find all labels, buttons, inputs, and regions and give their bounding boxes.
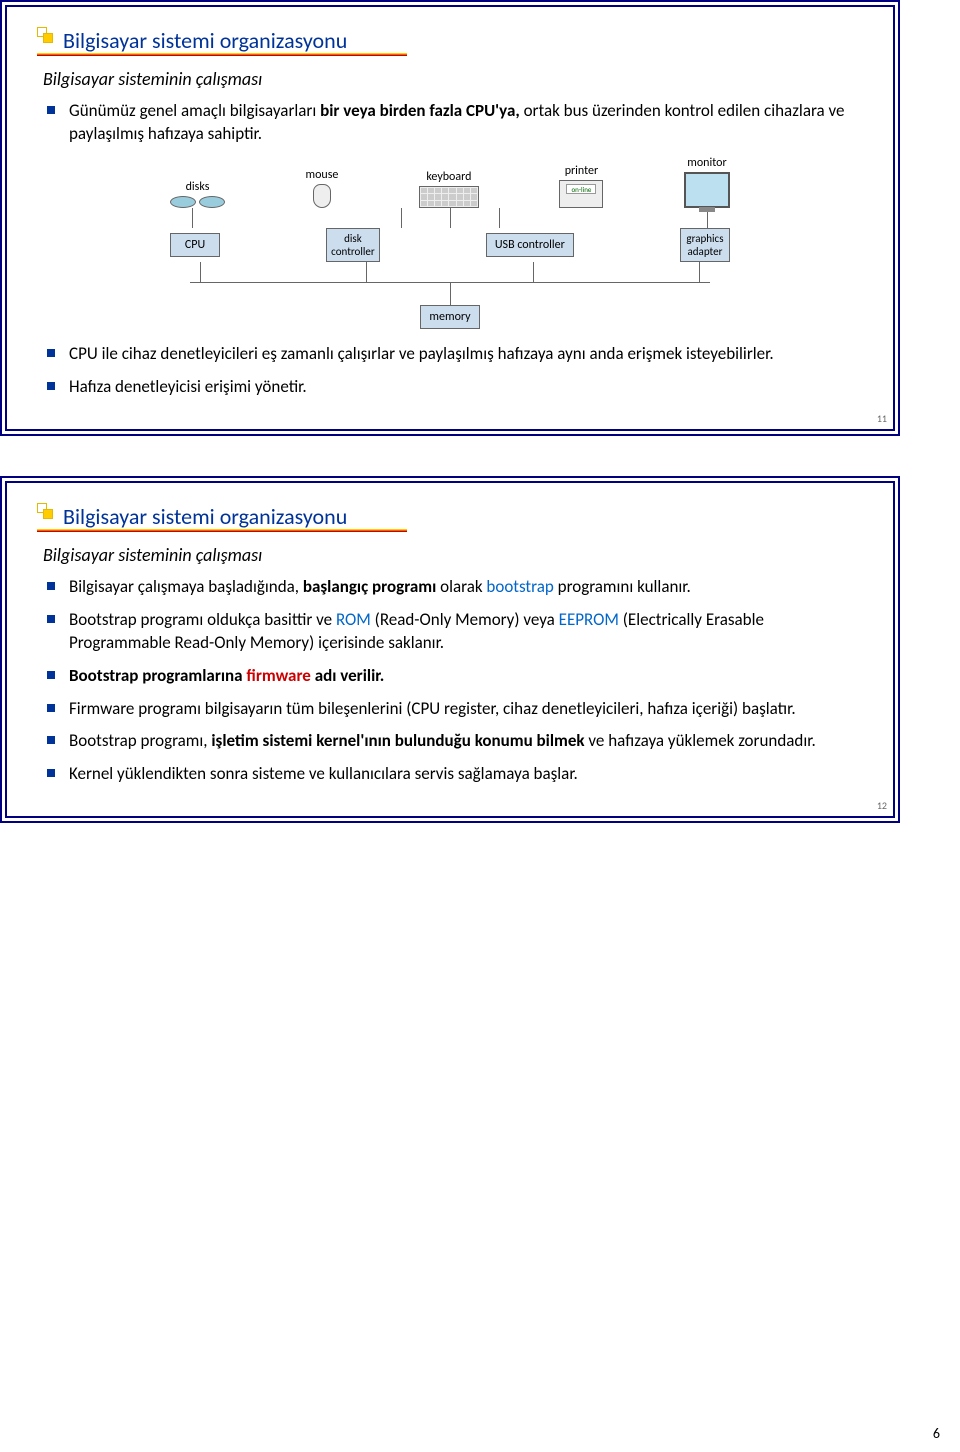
printer-device: printer on-line	[559, 164, 603, 208]
monitor-icon	[684, 172, 730, 208]
slide-1-inner: Bilgisayar sistemi organizasyonu Bilgisa…	[5, 5, 895, 431]
bullet-list: Günümüz genel amaçlı bilgisayarları bir …	[37, 100, 863, 146]
bullet-text-blue: EEPROM	[559, 609, 619, 630]
memory-box: memory	[420, 305, 479, 329]
bullet-list-lower: CPU ile cihaz denetleyicileri eş zamanlı…	[37, 343, 863, 399]
cpu-box: CPU	[170, 233, 220, 257]
title-decoration-icon	[37, 503, 67, 523]
bullet-item: Bootstrap programı, işletim sistemi kern…	[67, 730, 863, 753]
bullet-text-red: firmware	[246, 665, 310, 686]
bullet-item: Günümüz genel amaçlı bilgisayarları bir …	[67, 100, 863, 146]
bullet-text-blue: bootstrap	[486, 576, 553, 597]
system-diagram: disks mouse keyboard	[170, 156, 730, 329]
mouse-icon	[313, 184, 331, 208]
bullet-text-bold: bir veya birden fazla CPU'ya,	[320, 100, 523, 121]
slide-2: Bilgisayar sistemi organizasyonu Bilgisa…	[0, 476, 900, 824]
graphics-adapter-box: graphics adapter	[680, 228, 730, 262]
bus-connector-lines	[170, 262, 730, 282]
title-underline	[37, 529, 407, 532]
slide-2-inner: Bilgisayar sistemi organizasyonu Bilgisa…	[5, 481, 895, 819]
bullet-item: Bootstrap programı oldukça basittir ve R…	[67, 609, 863, 655]
bullet-text: olarak	[436, 576, 486, 597]
bullet-text: programını kullanır.	[554, 576, 691, 597]
title-wrap: Bilgisayar sistemi organizasyonu	[37, 503, 863, 530]
slide-number: 11	[877, 412, 887, 425]
bullet-text: Bootstrap programı oldukça basittir ve	[69, 609, 336, 630]
keyboard-label: keyboard	[426, 170, 471, 184]
bullet-text-bold: adı verilir.	[311, 665, 384, 686]
printer-status: on-line	[566, 184, 596, 194]
connector-lines	[170, 208, 730, 228]
slide-title: Bilgisayar sistemi organizasyonu	[57, 27, 863, 54]
bullet-item: Kernel yüklendikten sonra sisteme ve kul…	[67, 763, 863, 786]
bullet-item: CPU ile cihaz denetleyicileri eş zamanlı…	[67, 343, 863, 366]
bullet-text-blue: ROM	[336, 609, 371, 630]
title-decoration-icon	[37, 27, 67, 47]
mouse-label: mouse	[306, 168, 339, 182]
bullet-text-bold: başlangıç programı	[303, 576, 436, 597]
slide-title: Bilgisayar sistemi organizasyonu	[57, 503, 863, 530]
usb-controller-box: USB controller	[486, 233, 574, 257]
bullet-text: Bootstrap programı,	[69, 730, 211, 751]
printer-icon: on-line	[559, 180, 603, 208]
controller-row: CPU disk controller USB controller graph…	[170, 228, 730, 262]
bullet-text-bold: işletim sistemi kernel'ının bulunduğu ko…	[211, 730, 584, 751]
slide-subtitle: Bilgisayar sisteminin çalışması	[43, 544, 863, 566]
slide-number: 12	[877, 799, 887, 812]
monitor-label: monitor	[687, 156, 726, 170]
slide-1: Bilgisayar sistemi organizasyonu Bilgisa…	[0, 0, 900, 436]
mouse-device: mouse	[306, 168, 339, 208]
bullet-text: Bilgisayar çalışmaya başladığında,	[69, 576, 303, 597]
disks-label: disks	[186, 180, 210, 194]
title-wrap: Bilgisayar sistemi organizasyonu	[37, 27, 863, 54]
bullet-text: (Read-Only Memory) veya	[371, 609, 559, 630]
bullet-item: Bootstrap programlarına firmware adı ver…	[67, 665, 863, 688]
slide-subtitle: Bilgisayar sisteminin çalışması	[43, 68, 863, 90]
bullet-text-bold: Bootstrap programlarına	[69, 665, 246, 686]
bullet-item: Firmware programı bilgisayarın tüm bileş…	[67, 698, 863, 721]
keyboard-icon	[419, 186, 479, 208]
disks-device: disks	[170, 180, 225, 208]
bullet-item: Hafıza denetleyicisi erişimi yönetir.	[67, 376, 863, 399]
memory-wrap: memory	[170, 305, 730, 329]
disk-icon	[170, 196, 225, 208]
bullet-item: Bilgisayar çalışmaya başladığında, başla…	[67, 576, 863, 599]
page-number: 6	[933, 1425, 940, 1442]
monitor-device: monitor	[684, 156, 730, 208]
bullet-text: ve hafızaya yüklemek zorundadır.	[585, 730, 816, 751]
disk-controller-box: disk controller	[326, 228, 380, 262]
bullet-text: Günümüz genel amaçlı bilgisayarları	[69, 100, 320, 121]
memory-connector	[450, 283, 451, 305]
printer-label: printer	[565, 164, 598, 178]
keyboard-device: keyboard	[419, 170, 479, 208]
title-underline	[37, 53, 407, 56]
bullet-list: Bilgisayar çalışmaya başladığında, başla…	[37, 576, 863, 787]
device-row: disks mouse keyboard	[170, 156, 730, 208]
